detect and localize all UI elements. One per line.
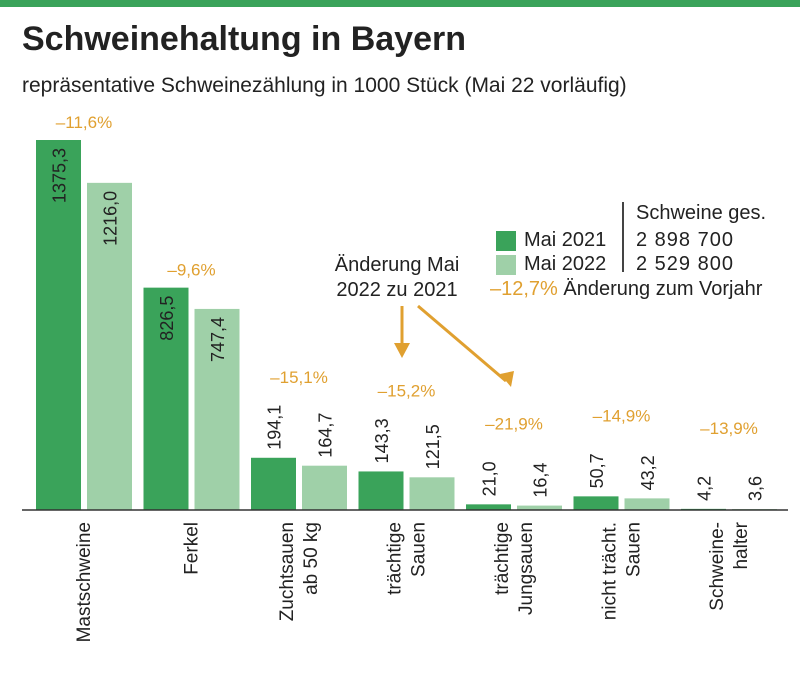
top-accent-line [0,0,800,7]
change-label: –21,9% [485,414,543,433]
chart-title: Schweinehaltung in Bayern [22,20,466,58]
category-label: halter [731,521,752,569]
bar-2022 [194,308,240,510]
bar-2022 [624,498,670,510]
category-label: Sauen [624,522,645,577]
change-label: –15,1% [270,368,328,387]
bar-2022 [409,477,455,510]
bar-2022 [87,182,132,511]
annotation-arrow-head [394,343,410,358]
value-label: 1216,0 [101,191,121,246]
value-label: 1375,3 [50,148,70,203]
value-label: 143,3 [372,418,392,463]
value-label: 50,7 [587,453,607,488]
value-label: 826,5 [157,296,177,341]
legend-item-2021: Mai 2021 [496,229,606,252]
category-label: Schweine- [707,522,728,611]
change-label: –9,6% [167,261,215,280]
change-annotation-line2: 2022 zu 2021 [336,279,458,301]
value-label: 3,6 [746,476,766,501]
legend-label-2021: Mai 2021 [524,229,607,251]
legend-swatch-2022 [496,254,516,275]
bar-2021 [573,496,619,510]
bar-2022 [517,505,562,510]
category-label: Sauen [409,522,430,577]
bar-group: 1375,3 1216,0 –11,6% Mastschweine 826,5 747,4… [36,113,777,642]
bar-2022 [302,465,347,510]
category-label: ab 50 kg [301,522,322,595]
category-label: trächtige [492,522,513,595]
category-label: trächtige [385,522,406,595]
annotation-arrow-shaft [417,304,507,383]
category-label: Ferkel [182,522,203,575]
legend-total-change-row: –12,7% Änderung zum Vorjahr [490,278,762,301]
change-annotation: Änderung Mai 2022 zu 2021 [322,253,472,303]
bar-2021 [251,457,296,510]
change-label: –13,9% [700,419,758,438]
legend-total-header: Schweine ges. [636,202,767,224]
value-label: 21,0 [480,461,500,496]
legend-divider [622,202,624,272]
legend-total-2021: 2 898 700 [636,229,734,251]
bar-2021 [36,140,81,510]
value-label: 4,2 [695,476,715,501]
change-label: –15,2% [378,381,436,400]
category-label: nicht trächt. [600,522,621,620]
bar-2021 [143,287,189,510]
legend-total-change: –12,7% [490,278,558,300]
bar-2021 [358,471,404,510]
legend-total-2022: 2 529 800 [636,253,734,275]
value-label: 194,1 [265,405,285,450]
category-label: Zuchtsauen [277,522,298,621]
annotation-arrow-head [500,371,514,387]
change-label: –11,6% [56,113,112,132]
legend-swatch-2021 [496,230,516,251]
value-label: 43,2 [638,455,658,490]
change-annotation-line1: Änderung Mai [334,254,460,276]
annotation-arrows [394,304,514,387]
legend-label-2022: Mai 2022 [524,253,607,275]
legend-item-2022: Mai 2022 [496,253,606,276]
value-label: 121,5 [423,424,443,469]
category-label: Mastschweine [74,522,95,642]
category-label: Jungsauen [516,522,537,615]
value-label: 16,4 [531,463,551,498]
change-label: –14,9% [593,406,651,425]
legend-total-change-label: Änderung zum Vorjahr [563,278,763,300]
chart-subtitle: repräsentative Schweinezählung in 1000 S… [22,74,627,97]
value-label: 747,4 [208,317,228,362]
value-label: 164,7 [316,413,336,458]
bar-2021 [466,504,511,510]
